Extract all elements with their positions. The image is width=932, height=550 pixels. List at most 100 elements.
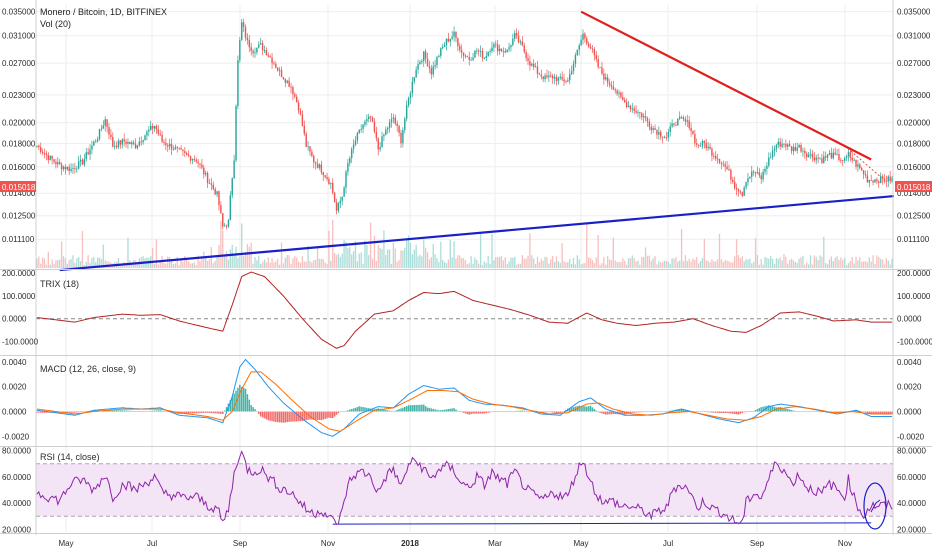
candle-body[interactable] (316, 163, 319, 168)
candle-body[interactable] (38, 145, 40, 148)
candle-body[interactable] (271, 57, 273, 64)
candle-body[interactable] (570, 71, 573, 75)
candle-body[interactable] (182, 149, 184, 152)
candle-body[interactable] (417, 64, 419, 70)
candle-body[interactable] (470, 59, 472, 61)
candle-body[interactable] (83, 158, 86, 165)
candle-body[interactable] (165, 142, 167, 146)
candle-body[interactable] (123, 139, 125, 142)
candle-body[interactable] (504, 51, 506, 53)
candle-body[interactable] (741, 192, 743, 196)
candle-body[interactable] (98, 129, 101, 140)
candle-body[interactable] (305, 133, 307, 147)
candle-body[interactable] (115, 145, 118, 148)
candle-body[interactable] (210, 183, 213, 185)
candle-body[interactable] (500, 48, 503, 51)
candle-body[interactable] (244, 26, 247, 38)
candle-body[interactable] (678, 116, 681, 119)
candle-body[interactable] (667, 132, 670, 138)
candle-body[interactable] (569, 74, 571, 81)
candle-body[interactable] (375, 131, 378, 139)
candle-body[interactable] (622, 97, 624, 100)
candle-body[interactable] (362, 124, 364, 129)
candle-body[interactable] (339, 200, 342, 204)
candle-body[interactable] (394, 117, 397, 124)
candle-body[interactable] (199, 163, 201, 165)
candle-body[interactable] (806, 153, 808, 158)
candle-body[interactable] (843, 157, 846, 161)
candle-body[interactable] (751, 171, 753, 177)
candle-body[interactable] (459, 46, 461, 51)
candle-body[interactable] (142, 140, 144, 142)
candle-body[interactable] (168, 143, 171, 147)
candle-body[interactable] (457, 38, 459, 47)
candle-body[interactable] (804, 150, 806, 154)
candle-body[interactable] (677, 118, 679, 126)
candle-body[interactable] (735, 187, 738, 190)
candle-body[interactable] (578, 45, 580, 50)
candle-body[interactable] (787, 144, 789, 147)
candle-body[interactable] (711, 148, 713, 156)
candle-body[interactable] (605, 77, 607, 80)
candle-body[interactable] (354, 140, 357, 145)
candle-body[interactable] (752, 171, 755, 173)
candle-body[interactable] (642, 116, 645, 118)
candle-body[interactable] (853, 159, 855, 161)
candle-body[interactable] (586, 38, 588, 44)
candle-body[interactable] (428, 66, 431, 69)
candle-body[interactable] (127, 141, 129, 144)
candle-body[interactable] (885, 181, 888, 183)
candle-body[interactable] (176, 147, 178, 148)
candle-body[interactable] (802, 150, 804, 152)
candle-body[interactable] (430, 68, 433, 75)
candle-body[interactable] (800, 144, 802, 152)
candle-body[interactable] (491, 47, 493, 52)
candle-body[interactable] (313, 155, 315, 163)
resistance-trendline[interactable] (580, 10, 872, 161)
candle-body[interactable] (847, 152, 850, 157)
candle-body[interactable] (295, 96, 298, 103)
candle-body[interactable] (290, 86, 292, 88)
candle-body[interactable] (728, 169, 730, 171)
candle-body[interactable] (860, 168, 863, 171)
candle-body[interactable] (144, 135, 146, 141)
candle-body[interactable] (819, 158, 821, 160)
candle-body[interactable] (309, 146, 311, 152)
candle-body[interactable] (817, 157, 819, 159)
candle-body[interactable] (261, 43, 264, 51)
candle-body[interactable] (206, 172, 209, 184)
candle-body[interactable] (510, 45, 512, 48)
candle-body[interactable] (563, 79, 565, 82)
candle-body[interactable] (815, 157, 817, 161)
candle-body[interactable] (409, 93, 412, 99)
candle-body[interactable] (138, 141, 141, 146)
candle-body[interactable] (879, 176, 882, 184)
candle-body[interactable] (534, 66, 537, 68)
candle-body[interactable] (730, 170, 732, 180)
candle-body[interactable] (208, 183, 211, 184)
candle-body[interactable] (502, 50, 505, 52)
candle-body[interactable] (136, 145, 139, 149)
candle-body[interactable] (876, 179, 878, 182)
candle-body[interactable] (148, 129, 150, 132)
candle-body[interactable] (191, 159, 194, 161)
candle-body[interactable] (172, 149, 175, 151)
candle-body[interactable] (551, 75, 554, 79)
candle-body[interactable] (278, 70, 281, 71)
rsi-support-trendline[interactable] (332, 522, 872, 525)
candle-body[interactable] (618, 92, 620, 94)
candle-body[interactable] (413, 77, 415, 82)
candle-body[interactable] (366, 119, 368, 122)
candle-body[interactable] (582, 33, 584, 40)
candle-body[interactable] (682, 117, 685, 120)
candle-body[interactable] (603, 73, 605, 80)
candle-body[interactable] (635, 110, 637, 113)
candle-body[interactable] (783, 143, 785, 145)
candle-body[interactable] (368, 116, 370, 120)
candle-body[interactable] (392, 117, 395, 119)
candle-body[interactable] (112, 136, 114, 147)
candle-body[interactable] (320, 164, 323, 173)
candle-body[interactable] (250, 47, 252, 51)
candle-body[interactable] (55, 161, 57, 165)
